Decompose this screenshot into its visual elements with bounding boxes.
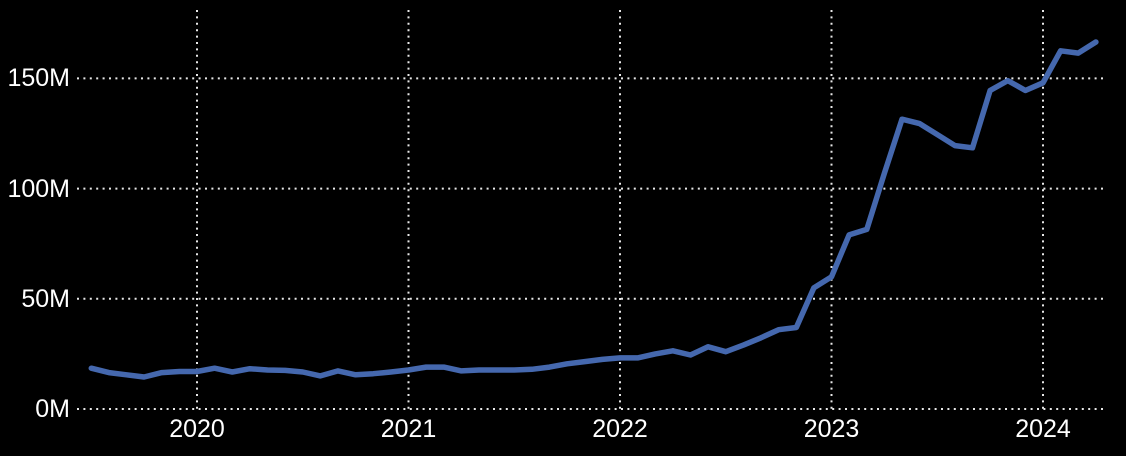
x-tick-label-2022: 2022 (592, 415, 648, 443)
series-line (88, 39, 1099, 380)
y-tick-label-0m: 0M (35, 395, 70, 423)
y-tick-label-100m: 100M (7, 174, 70, 203)
x-tick-label-2021: 2021 (380, 415, 437, 443)
y-tick-label-150m: 150M (7, 64, 70, 93)
x-tick-label-2024: 2024 (1015, 415, 1071, 443)
y-tick-label-50m: 50M (21, 284, 70, 313)
x-tick-label-2023: 2023 (803, 415, 860, 443)
x-tick-label-2020: 2020 (169, 415, 225, 443)
